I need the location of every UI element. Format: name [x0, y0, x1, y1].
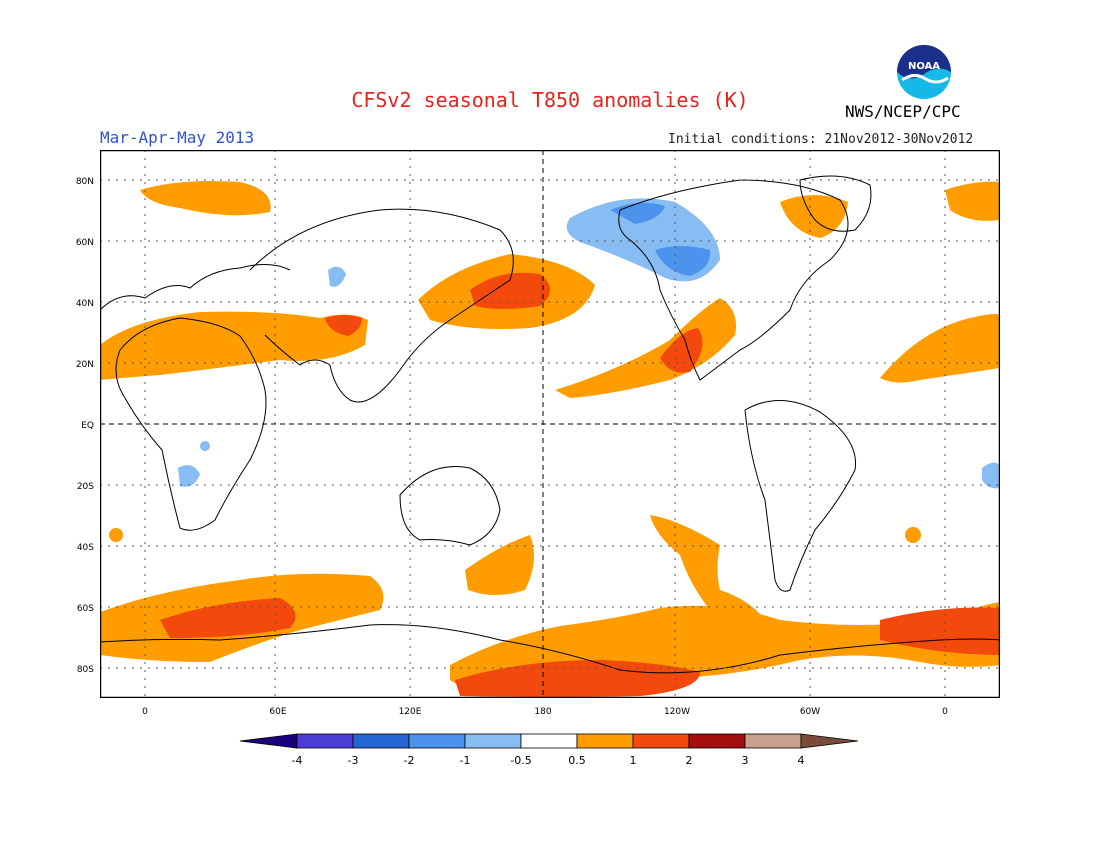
warm-anomaly-areas: [100, 181, 1000, 697]
lat-axis: 80N 60N 40N 20N EQ 20S 40S 60S 80S: [76, 177, 94, 675]
legend-swatch: [352, 733, 410, 749]
legend-swatch: [296, 733, 354, 749]
legend-swatch: [408, 733, 466, 749]
lat-label: 80N: [76, 177, 94, 187]
legend-level-label: 4: [798, 754, 805, 767]
lat-label: 80S: [77, 665, 94, 675]
legend-swatch: [576, 733, 634, 749]
legend-level-label: -3: [348, 754, 359, 767]
lon-label: 60E: [269, 707, 286, 717]
lat-label: 60S: [77, 604, 94, 614]
legend-swatch: [520, 733, 578, 749]
legend-arrow-high: [800, 733, 859, 749]
legend-level-label: 2: [686, 754, 693, 767]
legend-swatch: [688, 733, 746, 749]
legend-arrow-low: [239, 733, 298, 749]
lon-axis: 0 60E 120E 180 120W 60W 0: [142, 707, 948, 717]
lon-label: 0: [142, 707, 148, 717]
lat-label: 40S: [77, 543, 94, 553]
season-label: Mar-Apr-May 2013: [100, 128, 255, 147]
legend-level-label: 1: [630, 754, 637, 767]
lat-label: 20N: [76, 360, 94, 370]
legend-swatch: [464, 733, 522, 749]
lat-label: 20S: [77, 482, 94, 492]
coastlines: [99, 175, 1001, 674]
lon-label: 60W: [800, 707, 820, 717]
legend-level-label: 0.5: [568, 754, 586, 767]
map-frame: [99, 149, 1001, 699]
lon-label: 180: [534, 707, 551, 717]
initial-conditions-label: Initial conditions: 21Nov2012-30Nov2012: [668, 132, 974, 147]
lat-label: EQ: [81, 421, 94, 431]
legend-level-label: -1: [460, 754, 471, 767]
color-scale-legend: -4 -3 -2 -1 -0.5 0.5 1 2 3 4: [235, 732, 865, 772]
reference-lines: [100, 150, 1000, 698]
lon-label: 120E: [399, 707, 422, 717]
legend-level-label: 3: [742, 754, 749, 767]
grid-lines: [100, 150, 1000, 698]
lon-label: 120W: [664, 707, 690, 717]
lon-label: 0: [942, 707, 948, 717]
logo-text: NOAA: [908, 61, 940, 72]
agency-label: NWS/NCEP/CPC: [845, 102, 961, 121]
legend-level-label: -0.5: [510, 754, 531, 767]
legend-level-label: -4: [292, 754, 303, 767]
chart-title: CFSv2 seasonal T850 anomalies (K): [351, 88, 749, 112]
legend-swatch: [632, 733, 690, 749]
legend-level-label: -2: [404, 754, 415, 767]
noaa-logo: NOAA: [896, 44, 952, 100]
anomaly-map: [99, 149, 1001, 699]
legend-swatch: [744, 733, 802, 749]
lat-label: 40N: [76, 299, 94, 309]
lat-label: 60N: [76, 238, 94, 248]
